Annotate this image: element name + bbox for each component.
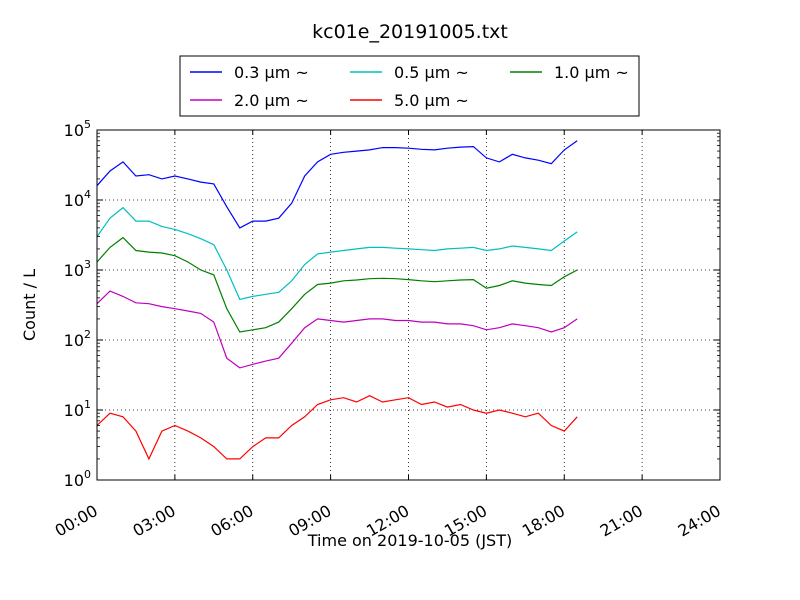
x-axis-label: Time on 2019-10-05 (JST)	[307, 531, 512, 550]
y-tick-label: 105	[64, 118, 91, 140]
x-tick-label: 21:00	[597, 501, 646, 541]
series-line-4	[96, 395, 578, 461]
x-tick-label: 18:00	[519, 501, 568, 541]
series-line-0	[96, 140, 578, 229]
chart-title: kc01e_20191005.txt	[312, 21, 508, 43]
y-axis-label: Count / L	[20, 269, 39, 341]
y-tick-label: 102	[64, 328, 91, 350]
series-line-1	[96, 206, 578, 301]
series-line-3	[96, 290, 578, 369]
y-tick-label: 104	[64, 188, 91, 210]
x-tick-label: 24:00	[675, 501, 724, 541]
legend-label-3: 2.0 μm ~	[234, 91, 309, 110]
legend-label-1: 0.5 μm ~	[394, 63, 469, 82]
x-tick-label: 00:00	[52, 501, 101, 541]
series-lines	[96, 140, 578, 461]
legend: 0.3 μm ~ 0.5 μm ~ 1.0 μm ~ 2.0 μm ~ 5.0 μm ~	[179, 55, 640, 117]
y-tick-label: 103	[64, 258, 91, 280]
legend-box	[179, 55, 640, 117]
legend-label-2: 1.0 μm ~	[554, 63, 629, 82]
x-tick-label: 03:00	[129, 501, 178, 541]
y-tick-label: 101	[64, 398, 91, 420]
series-line-2	[96, 236, 578, 333]
axis-ticks	[96, 129, 721, 481]
legend-label-4: 5.0 μm ~	[394, 91, 469, 110]
y-tick-labels: 100 101 102 103 104 105	[64, 118, 91, 490]
legend-label-0: 0.3 μm ~	[234, 63, 309, 82]
y-tick-label: 100	[64, 468, 91, 490]
plot-area	[97, 130, 720, 480]
x-tick-label: 06:00	[207, 501, 256, 541]
